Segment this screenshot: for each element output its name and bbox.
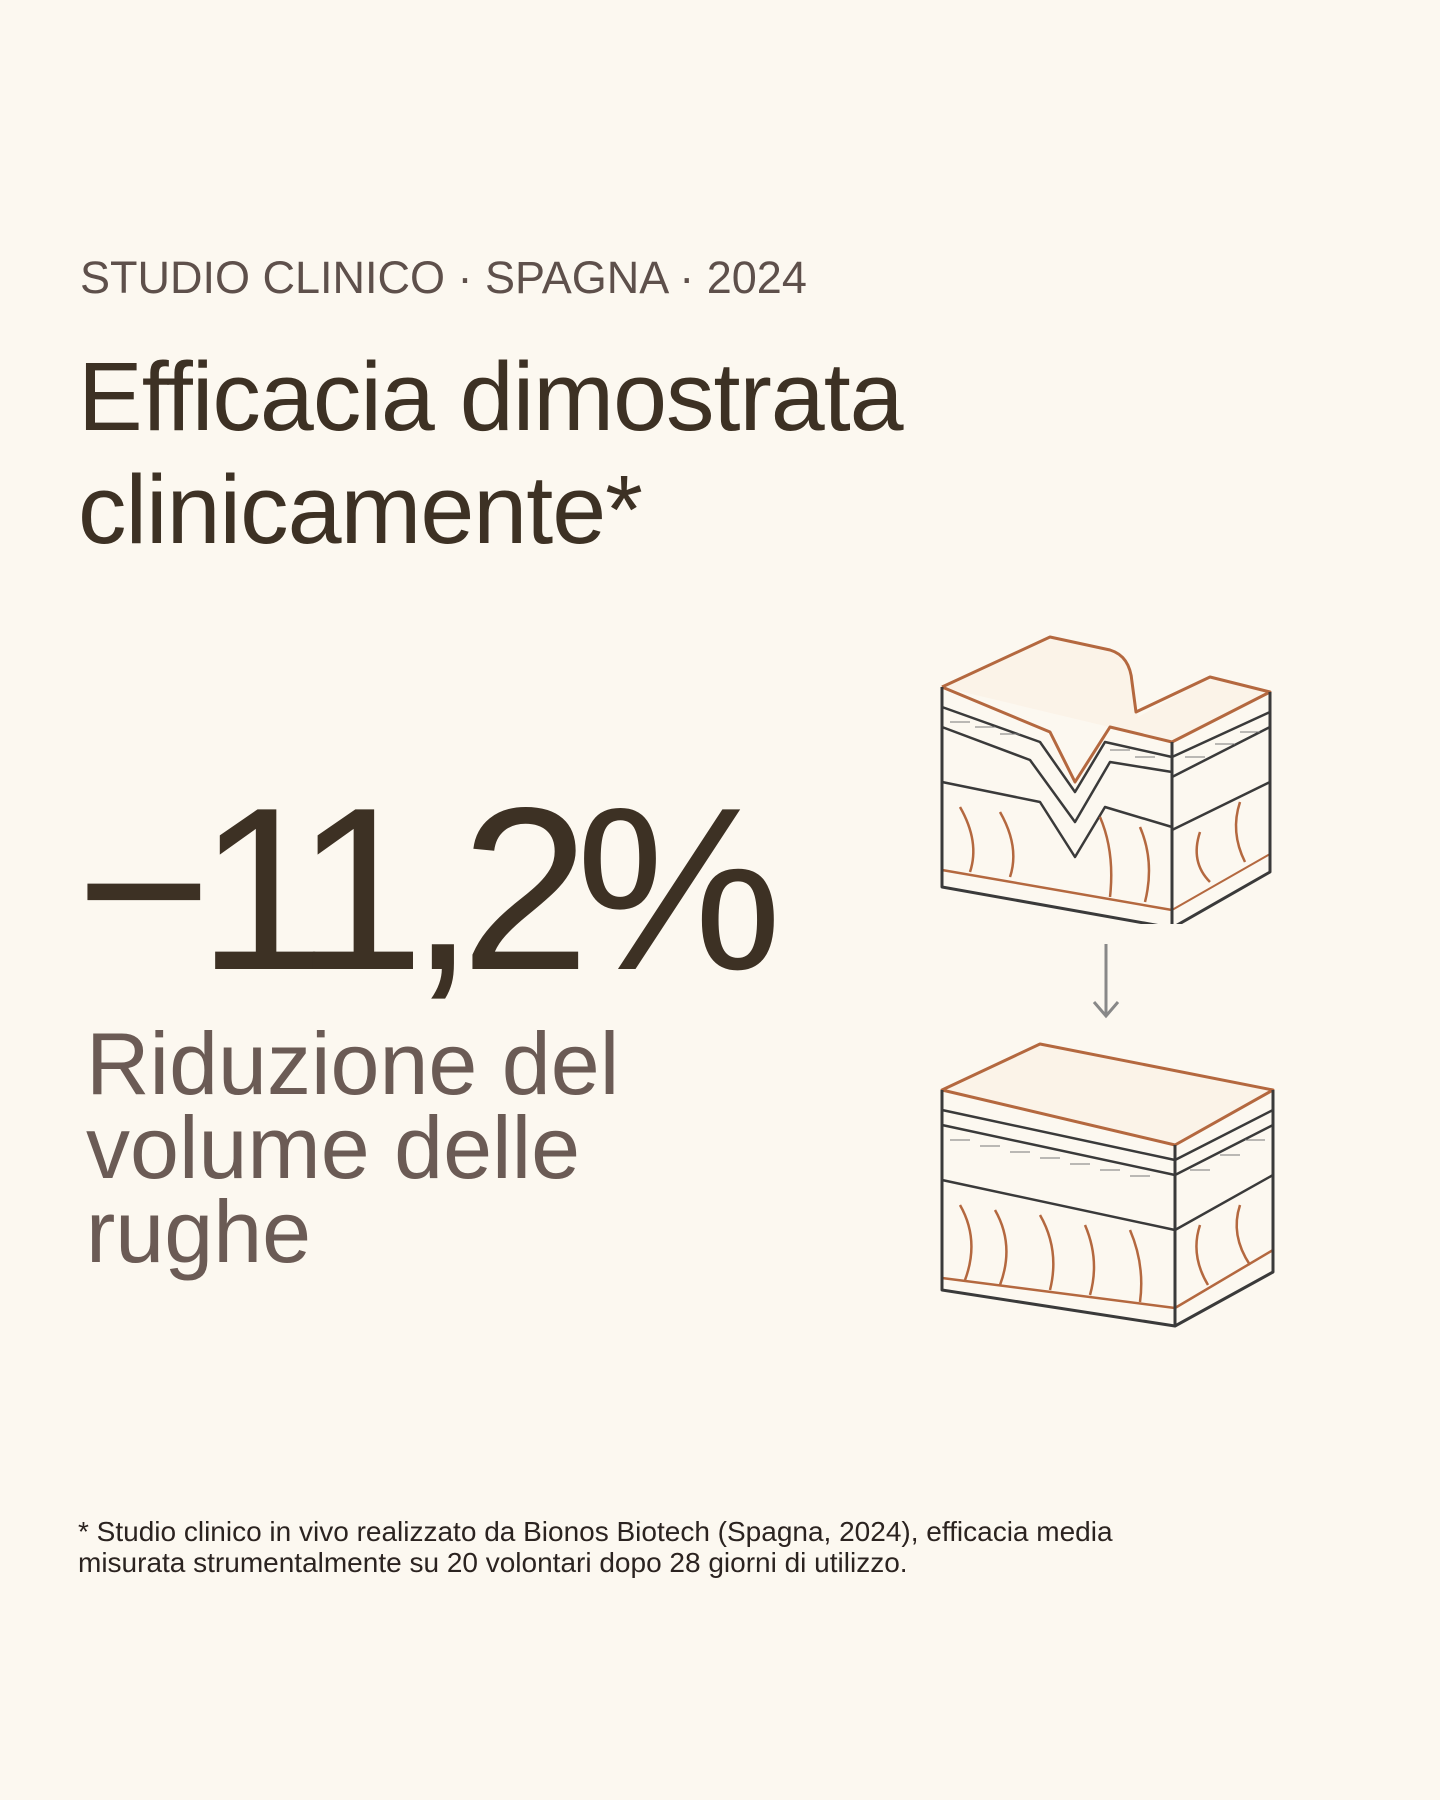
stat-label-line-2: volume delle [86, 1098, 581, 1197]
title-line-2: clinicamente* [78, 455, 643, 564]
footnote-line-2: misurata strumentalmente su 20 volontari… [78, 1547, 908, 1578]
page-title: Efficacia dimostrata clinicamente* [78, 340, 904, 566]
skin-cross-section-smooth-icon [940, 1042, 1275, 1328]
arrow-down-icon [1092, 944, 1120, 1019]
footnote: * Studio clinico in vivo realizzato da B… [78, 1516, 1278, 1578]
skin-cross-section-wrinkle-icon [940, 635, 1272, 924]
stat-label-line-1: Riduzione del [86, 1014, 620, 1113]
footnote-line-1: * Studio clinico in vivo realizzato da B… [78, 1516, 1113, 1547]
stat-label: Riduzione del volume delle rughe [86, 1020, 686, 1276]
eyebrow-label: STUDIO CLINICO · SPAGNA · 2024 [80, 252, 807, 303]
stat-value: −11,2% [76, 760, 782, 1019]
stat-label-line-3: rughe [86, 1182, 312, 1281]
title-line-1: Efficacia dimostrata [78, 342, 904, 451]
